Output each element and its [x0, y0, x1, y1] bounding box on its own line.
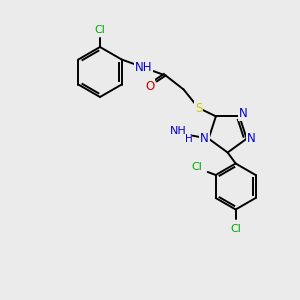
Text: Cl: Cl [191, 162, 202, 172]
Text: O: O [145, 80, 154, 93]
Text: NH: NH [135, 61, 152, 74]
Text: H: H [185, 134, 193, 144]
Text: N: N [200, 132, 209, 145]
Text: N: N [239, 107, 248, 120]
Text: Cl: Cl [230, 224, 241, 233]
Text: N: N [247, 132, 256, 145]
Text: Cl: Cl [94, 25, 105, 35]
Text: NH: NH [170, 126, 187, 136]
Text: S: S [195, 102, 202, 115]
